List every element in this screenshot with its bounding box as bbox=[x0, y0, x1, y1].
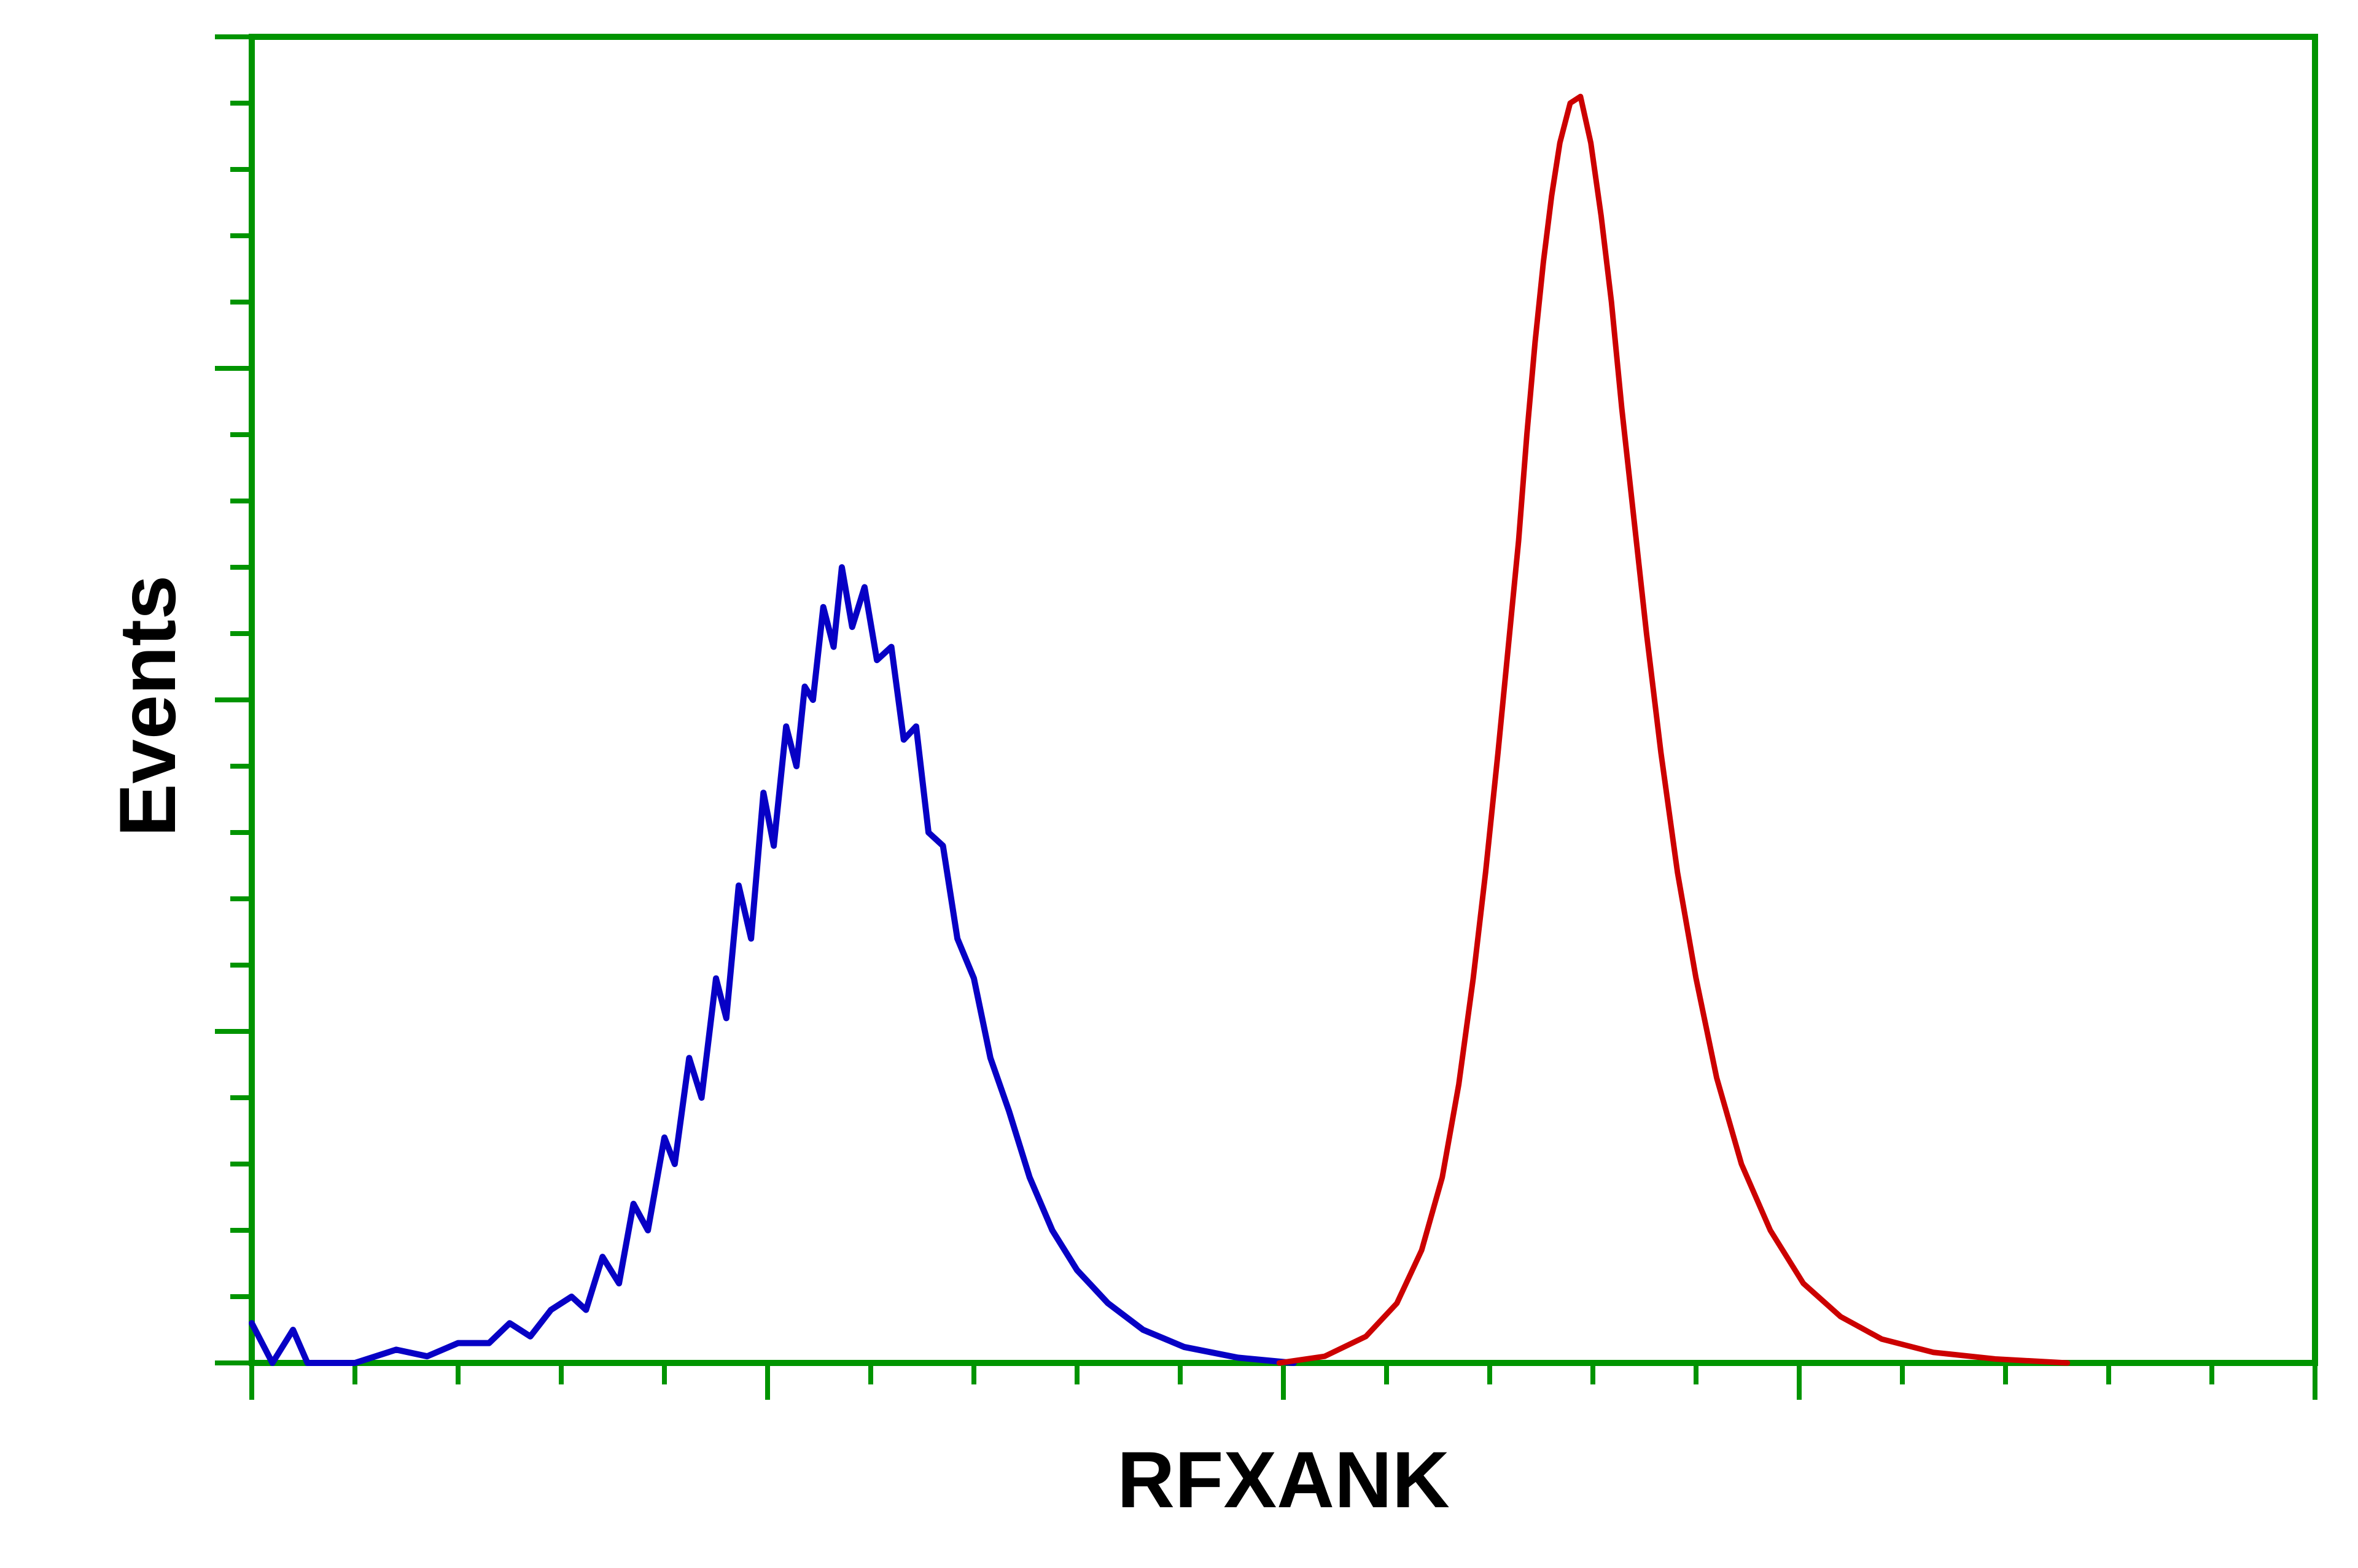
x-axis-label: RFXANK bbox=[1007, 1434, 1560, 1526]
chart-container: Events RFXANK bbox=[0, 0, 2358, 1568]
plot-svg bbox=[0, 0, 2358, 1568]
y-axis-label: Events bbox=[101, 491, 193, 921]
